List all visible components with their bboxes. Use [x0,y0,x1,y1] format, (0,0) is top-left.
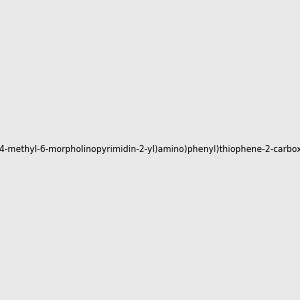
Text: N-(4-((4-methyl-6-morpholinopyrimidin-2-yl)amino)phenyl)thiophene-2-carboxamide: N-(4-((4-methyl-6-morpholinopyrimidin-2-… [0,146,300,154]
